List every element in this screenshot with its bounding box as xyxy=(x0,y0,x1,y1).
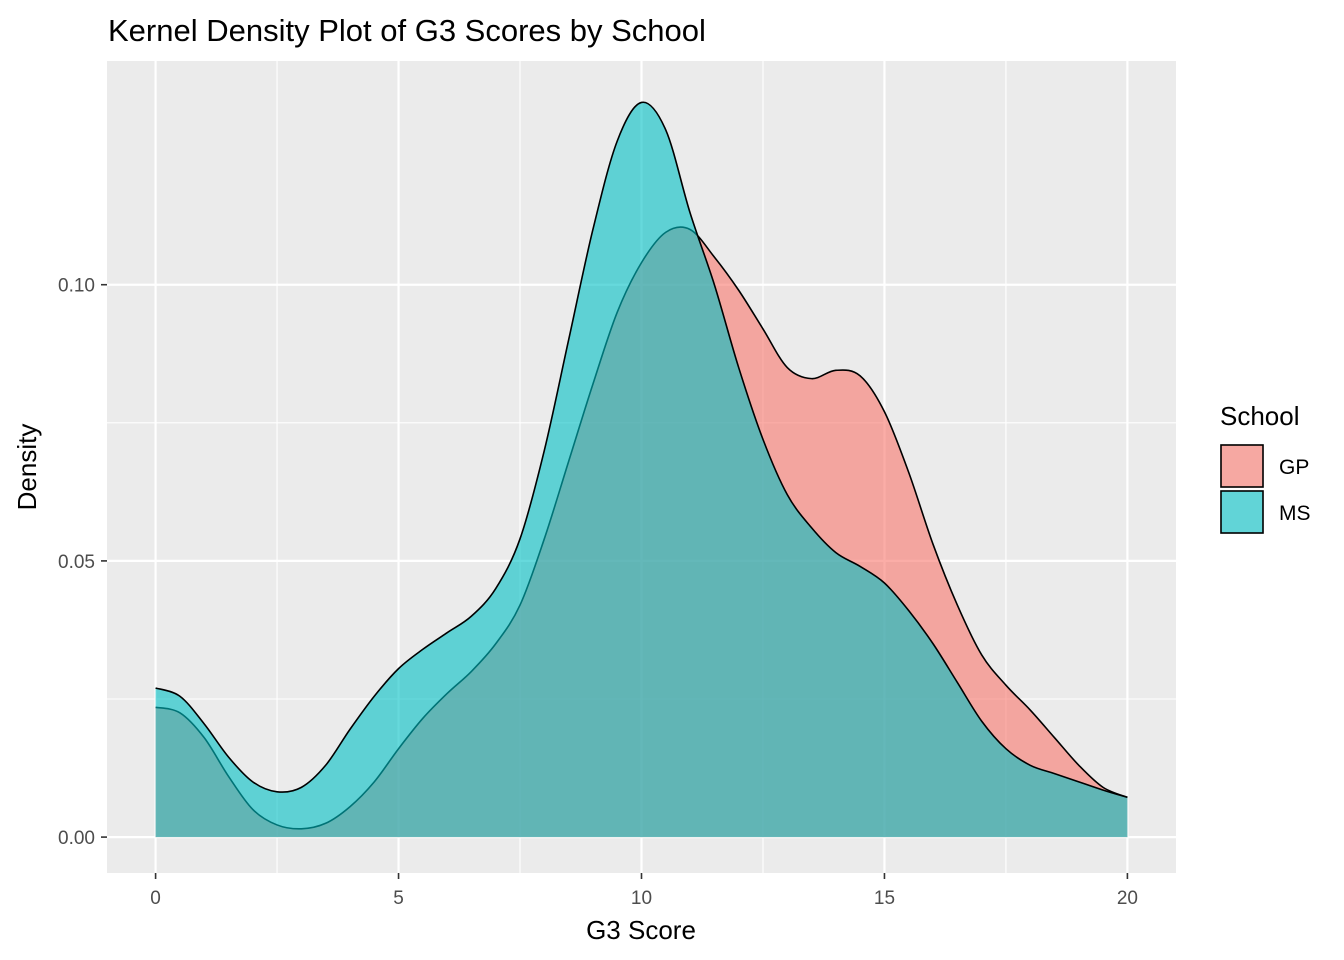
x-tick-label: 10 xyxy=(631,888,652,909)
x-tick-label: 0 xyxy=(150,888,161,909)
legend-label-gp: GP xyxy=(1279,456,1309,479)
x-tick-label: 15 xyxy=(874,888,895,909)
legend-swatch-gp xyxy=(1220,444,1264,488)
legend-title: School xyxy=(1220,401,1300,431)
y-tick-label: 0.10 xyxy=(58,276,95,297)
x-axis-title: G3 Score xyxy=(586,915,696,945)
y-axis-ticks: 0.00 0.05 0.10 xyxy=(58,276,107,849)
chart-title: Kernel Density Plot of G3 Scores by Scho… xyxy=(108,13,706,48)
y-tick-label: 0.00 xyxy=(58,828,95,849)
legend-label-ms: MS xyxy=(1279,502,1311,525)
density-area-ms xyxy=(155,102,1128,838)
density-line-ms xyxy=(155,101,1128,799)
x-tick-label: 5 xyxy=(393,888,404,909)
density-areas xyxy=(155,101,1128,838)
y-axis-title: Density xyxy=(12,424,42,511)
legend-items: GP MS xyxy=(1220,444,1311,534)
x-axis-ticks: 0 5 10 15 20 xyxy=(150,873,1138,909)
legend: School GP MS xyxy=(1220,401,1311,534)
x-tick-label: 20 xyxy=(1117,888,1138,909)
y-tick-label: 0.05 xyxy=(58,552,95,573)
legend-swatch-ms xyxy=(1220,490,1264,534)
